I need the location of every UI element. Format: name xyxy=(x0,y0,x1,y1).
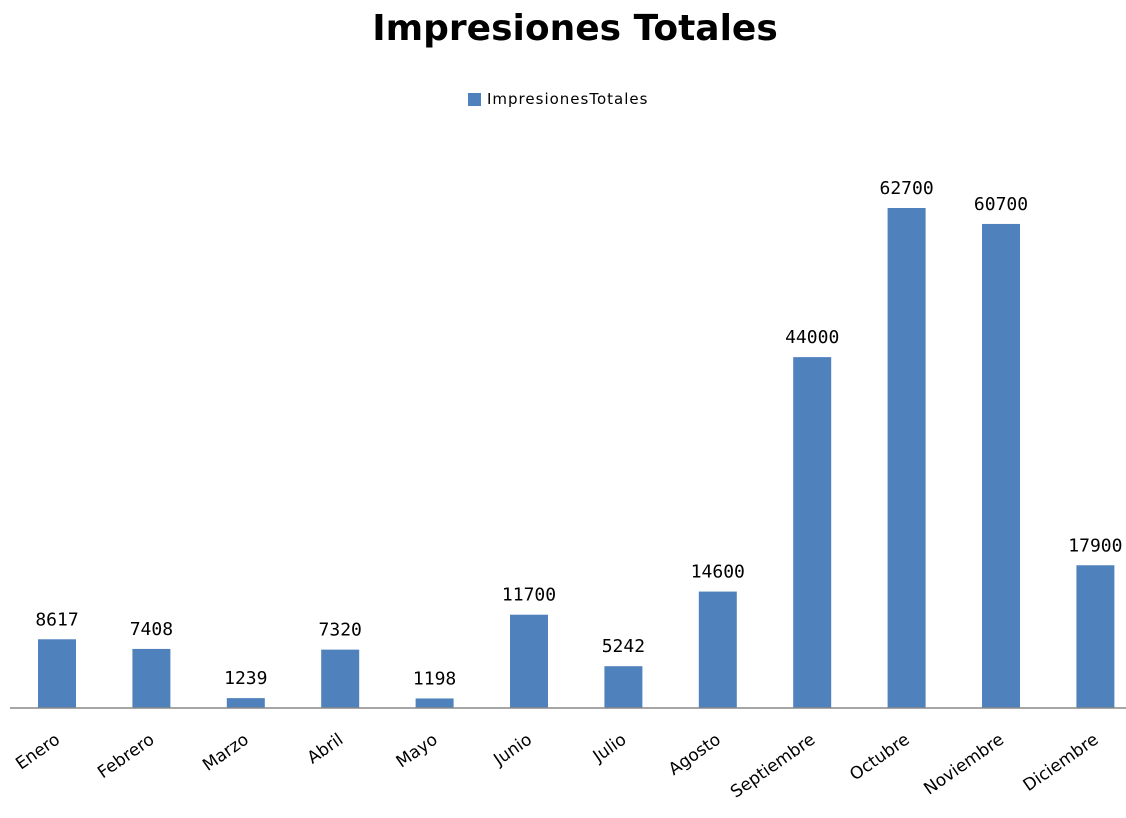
bar-mayo xyxy=(415,698,454,708)
category-label-diciembre: Diciembre xyxy=(1020,730,1103,796)
legend: ImpresionesTotales xyxy=(468,90,648,108)
category-label-marzo: Marzo xyxy=(199,730,253,776)
bar-julio xyxy=(604,666,643,708)
data-label-octubre: 62700 xyxy=(880,178,934,199)
category-label-enero: Enero xyxy=(12,730,64,774)
bar-enero xyxy=(38,639,76,708)
category-label-junio: Junio xyxy=(489,730,535,771)
categories-layer: Enero Febrero Marzo Abril Mayo Junio Julio Agos… xyxy=(12,730,1102,803)
category-label-abril: Abril xyxy=(304,730,347,769)
legend-label: ImpresionesTotales xyxy=(487,90,649,108)
category-label-febrero: Febrero xyxy=(94,730,158,783)
bar-febrero xyxy=(132,648,171,708)
bars-layer xyxy=(38,208,1115,708)
data-label-noviembre: 60700 xyxy=(974,194,1028,215)
data-label-abril: 7320 xyxy=(319,620,362,641)
bar-septiembre xyxy=(793,357,832,708)
category-label-julio: Julio xyxy=(589,730,630,767)
category-label-octubre: Octubre xyxy=(846,730,913,785)
bar-agosto xyxy=(698,591,737,708)
data-label-junio: 11700 xyxy=(502,585,556,606)
data-label-julio: 5242 xyxy=(602,636,645,657)
data-label-febrero: 7408 xyxy=(130,619,173,640)
data-label-marzo: 1239 xyxy=(224,668,267,689)
data-label-mayo: 1198 xyxy=(413,668,456,689)
category-label-mayo: Mayo xyxy=(393,730,442,773)
labels-layer: 8617 7408 1239 7320 1198 11700 5242 14600 44000 6… xyxy=(35,178,1122,689)
data-label-agosto: 14600 xyxy=(691,562,745,583)
chart-title: Impresiones Totales xyxy=(372,8,778,49)
bar-diciembre xyxy=(1076,565,1115,708)
category-label-septiembre: Septiembre xyxy=(727,730,819,803)
data-label-diciembre: 17900 xyxy=(1068,535,1122,556)
category-label-noviembre: Noviembre xyxy=(920,730,1007,800)
category-label-agosto: Agosto xyxy=(665,730,725,780)
data-label-enero: 8617 xyxy=(35,609,78,630)
bar-noviembre xyxy=(982,223,1020,708)
bar-octubre xyxy=(887,208,926,708)
bar-junio xyxy=(510,614,548,708)
legend-swatch xyxy=(468,92,481,106)
bar-abril xyxy=(321,649,360,708)
bar-marzo xyxy=(226,698,265,708)
data-label-septiembre: 44000 xyxy=(785,327,839,348)
